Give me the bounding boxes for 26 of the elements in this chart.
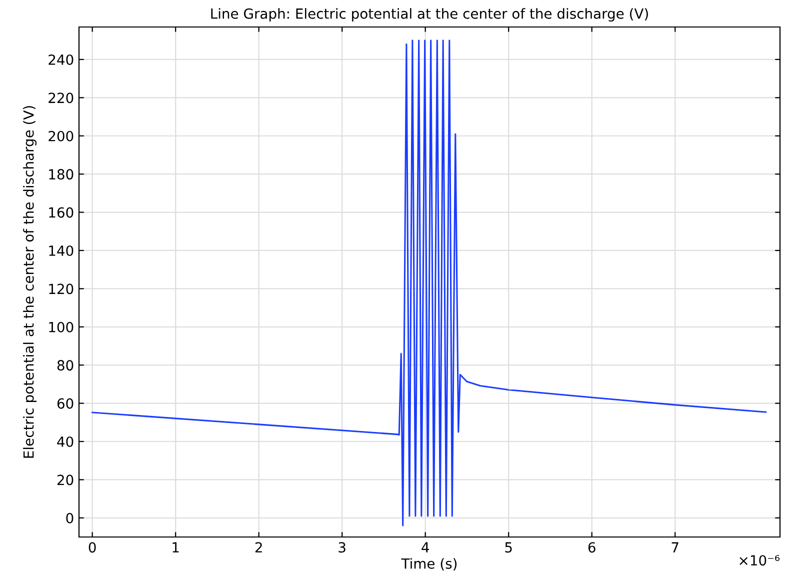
y-axis-title: Electric potential at the center of the discharge (V) bbox=[23, 106, 37, 458]
y-tick-label: 220 bbox=[48, 92, 74, 104]
y-tick-label: 80 bbox=[57, 360, 74, 371]
y-tick-label: 120 bbox=[49, 284, 74, 294]
x-tick-label: 5 bbox=[505, 542, 512, 553]
x-tick-label: 4 bbox=[422, 542, 429, 552]
y-tick-label: 60 bbox=[57, 398, 74, 409]
x-tick-label: 3 bbox=[338, 542, 346, 553]
x-tick-label: 6 bbox=[588, 542, 596, 553]
y-tick-label: 240 bbox=[48, 54, 74, 65]
line-series bbox=[92, 40, 767, 526]
x-tick-label: 2 bbox=[255, 542, 262, 552]
x-axis-title: Time (s) bbox=[401, 558, 457, 570]
y-tick-label: 20 bbox=[57, 474, 74, 486]
text: ×10⁻⁶ bbox=[740, 555, 780, 566]
y-tick-label: 40 bbox=[57, 436, 74, 447]
y-tick-label: 140 bbox=[49, 245, 74, 256]
x-tick-label: 1 bbox=[172, 542, 179, 552]
x-tick-label: 7 bbox=[672, 542, 678, 552]
y-tick-label: 100 bbox=[49, 322, 74, 332]
y-tick-label: 0 bbox=[66, 512, 74, 524]
y-tick-label: 160 bbox=[49, 207, 74, 218]
chart-title: Line Graph: Electric potential at the center of the discharge (V) bbox=[211, 8, 648, 22]
y-tick-label: 180 bbox=[49, 169, 74, 180]
x-tick-label: 0 bbox=[88, 542, 96, 553]
y-tick-label: 200 bbox=[48, 130, 74, 142]
